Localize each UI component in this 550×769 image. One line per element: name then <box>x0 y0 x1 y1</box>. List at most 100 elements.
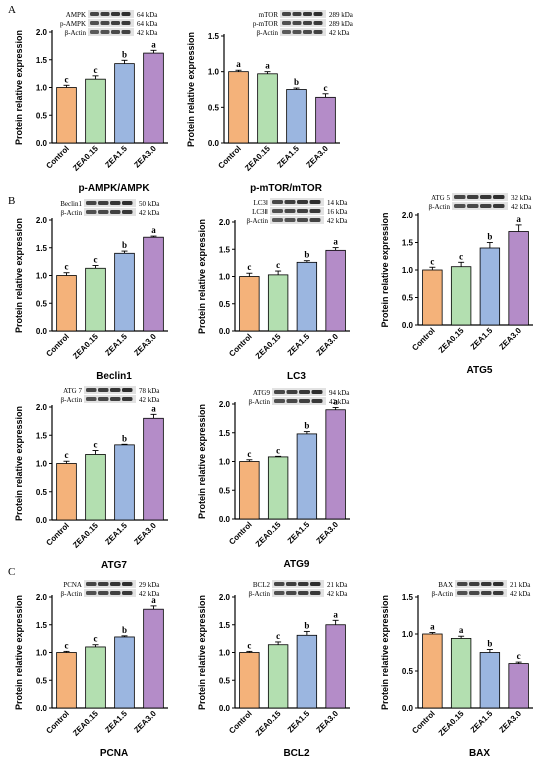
significance-letter: c <box>459 251 463 261</box>
chart-title: ATG7 <box>101 560 127 571</box>
blot-row-label: BAX <box>438 581 453 589</box>
chart-0: 0.0 0.5 1.0 1.5 2.0 Protein relative expressi… <box>14 10 168 194</box>
blot-kda-label: 42 kDa <box>139 396 160 404</box>
y-axis-label: Protein relative expression <box>197 404 207 519</box>
y-tick-label: 0.5 <box>402 294 414 303</box>
blot-kda-label: 64 kDa <box>137 11 158 19</box>
significance-letter: a <box>430 622 435 632</box>
y-tick-label: 1.5 <box>402 593 414 602</box>
y-tick-label: 0.0 <box>219 515 231 524</box>
x-tick-label: ZEA0.15 <box>71 521 100 550</box>
y-axis-label: Protein relative expression <box>14 218 24 333</box>
blot-band <box>480 204 492 208</box>
x-tick-label: ZEA0.15 <box>71 332 100 361</box>
y-axis-label: Protein relative expression <box>197 219 207 334</box>
bar <box>85 78 106 144</box>
y-tick-label: 2.0 <box>36 216 48 225</box>
significance-letter: c <box>247 262 251 272</box>
significance-letter: c <box>65 74 69 84</box>
bar <box>450 266 472 326</box>
significance-letter: c <box>247 640 251 650</box>
blot-band <box>111 12 120 16</box>
y-tick-label: 2.0 <box>36 593 48 602</box>
y-axis-label: Protein relative expression <box>380 595 390 710</box>
blot-band <box>292 21 302 25</box>
y-tick-label: 0.0 <box>36 327 48 336</box>
significance-letter: c <box>276 260 280 270</box>
blot-band <box>110 397 121 401</box>
significance-letter: a <box>333 609 338 619</box>
significance-letter: c <box>517 651 521 661</box>
blot-band <box>86 582 97 586</box>
bar <box>422 269 443 326</box>
blot-band <box>454 204 466 208</box>
bar <box>325 624 346 709</box>
blot-band <box>122 201 133 205</box>
significance-letter: b <box>122 433 127 443</box>
significance-letter: c <box>430 256 434 266</box>
y-tick-label: 1.0 <box>402 266 414 275</box>
y-axis-label: Protein relative expression <box>14 406 24 521</box>
blot-band <box>110 388 121 392</box>
y-tick-label: 0.0 <box>36 139 48 148</box>
blot-band <box>313 21 323 25</box>
blot-band <box>292 12 302 16</box>
bar <box>85 267 106 332</box>
y-axis-label: Protein relative expression <box>14 30 24 145</box>
blot-band <box>122 388 133 392</box>
x-tick-label: ZEA1.5 <box>286 520 312 546</box>
blot-row-label: ATG 7 <box>63 387 82 395</box>
blot-band <box>299 399 310 403</box>
x-tick-label: ZEA3.0 <box>132 144 158 170</box>
blot-band <box>86 210 97 214</box>
blot-kda-label: 16 kDa <box>327 208 348 216</box>
chart-8: 0.0 0.5 1.0 1.5 2.0 Protein relative expressi… <box>197 580 350 759</box>
blot-kda-label: 42 kDa <box>329 398 350 406</box>
blot-row-label: LC3Ⅱ <box>252 208 268 216</box>
blot-kda-label: 42 kDa <box>510 590 531 598</box>
blot-band <box>480 195 492 199</box>
significance-letter: b <box>304 620 309 630</box>
blot-band <box>297 218 308 222</box>
significance-letter: b <box>122 240 127 250</box>
significance-letter: b <box>122 625 127 635</box>
y-tick-label: 1.0 <box>219 273 231 282</box>
blot-band <box>98 582 109 586</box>
chart-1: 0.0 0.5 1.0 1.5 Protein relative expression a… <box>186 10 354 194</box>
blot-band <box>86 201 97 205</box>
bar <box>56 275 77 332</box>
x-tick-label: Control <box>216 144 242 170</box>
bar <box>296 433 318 520</box>
blot-row-label: Beclin1 <box>60 200 82 208</box>
blot-band <box>481 582 492 586</box>
y-tick-label: 0.0 <box>36 516 48 525</box>
y-tick-label: 0.0 <box>219 327 231 336</box>
blot-kda-label: 42 kDa <box>327 590 348 598</box>
chart-title: LC3 <box>287 371 306 382</box>
bar <box>257 73 278 144</box>
blot-kda-label: 42 kDa <box>139 209 160 217</box>
blot-band <box>272 218 283 222</box>
blot-kda-label: 42 kDa <box>511 203 532 211</box>
y-tick-label: 1.5 <box>219 245 231 254</box>
x-tick-label: Control <box>227 709 253 735</box>
bar <box>267 456 289 520</box>
blot-row-label: β-Actin <box>429 203 451 211</box>
significance-letter: b <box>294 77 299 87</box>
blot-band <box>457 591 468 595</box>
bar <box>325 409 346 520</box>
blot-band <box>457 582 468 586</box>
significance-letter: a <box>151 225 156 235</box>
significance-letter: c <box>94 255 98 265</box>
y-tick-label: 1.0 <box>36 272 48 281</box>
significance-letter: a <box>333 396 338 406</box>
x-tick-label: ZEA3.0 <box>314 709 340 735</box>
chart-title: p-AMPK/AMPK <box>78 183 150 194</box>
blot-kda-label: 21 kDa <box>510 581 531 589</box>
blot-band <box>274 582 285 586</box>
blot-band <box>121 12 131 16</box>
blot-band <box>311 390 323 394</box>
x-tick-label: ZEA0.15 <box>254 709 283 738</box>
blot-band <box>282 30 291 34</box>
